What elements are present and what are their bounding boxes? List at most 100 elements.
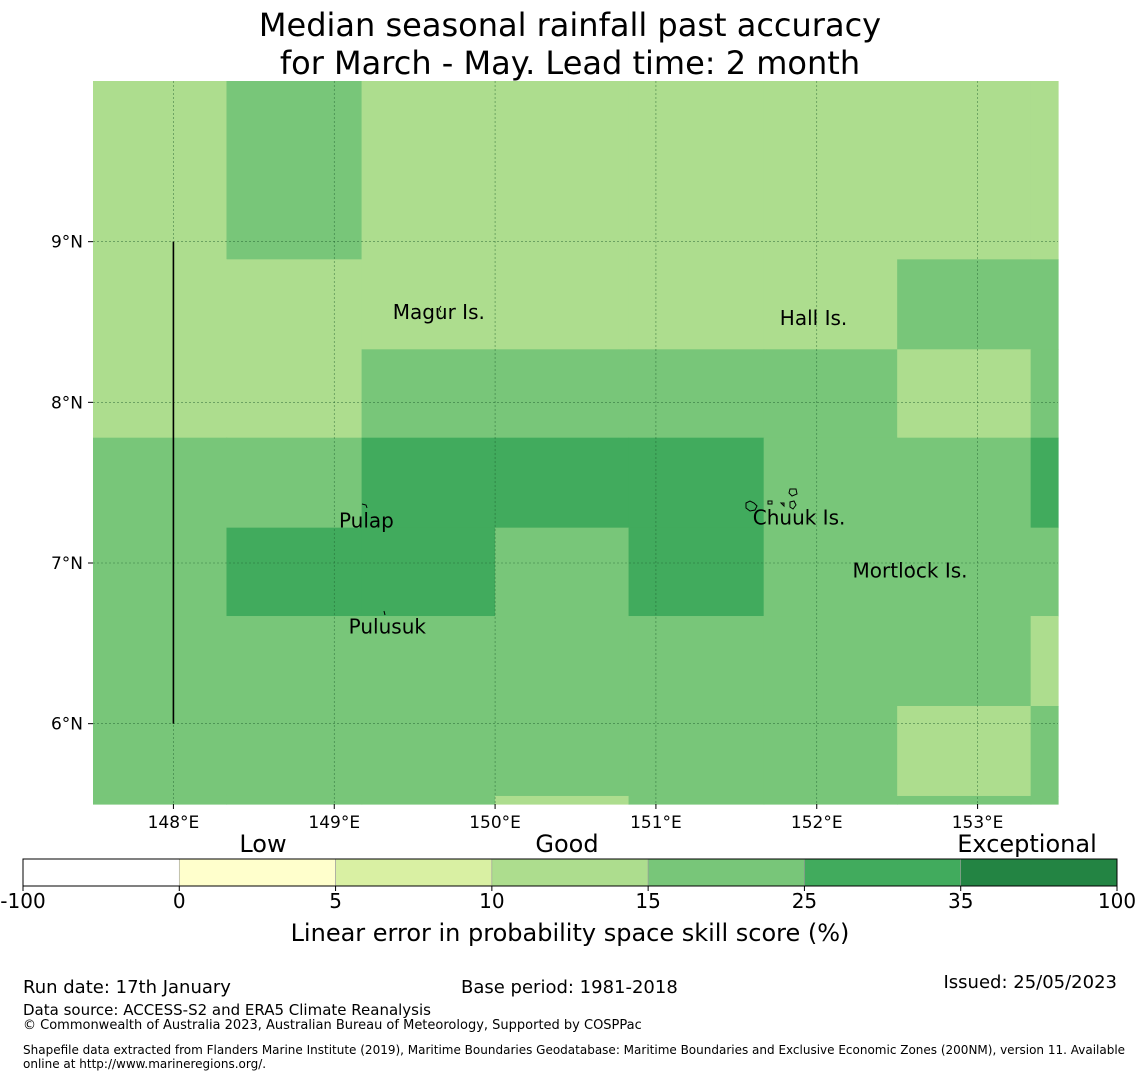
island-outline xyxy=(745,500,758,512)
grid-cell xyxy=(93,81,228,260)
grid-cell xyxy=(763,527,898,617)
grid-cell xyxy=(361,81,496,260)
grid-cell xyxy=(1030,259,1059,350)
lon-tick-label: 153°E xyxy=(952,813,1004,833)
island-outline xyxy=(438,305,442,313)
grid-cell xyxy=(495,705,630,797)
place-label: Pulap xyxy=(339,509,394,533)
grid-cell xyxy=(495,259,630,350)
grid-cell xyxy=(495,81,630,260)
grid-cell xyxy=(763,705,898,797)
grid-cell xyxy=(628,616,765,707)
colorbar-axis-label: Linear error in probability space skill … xyxy=(291,919,850,947)
shapefile-credit-line2: online at http://www.marineregions.org/. xyxy=(23,1057,267,1071)
lon-tick-label: 148°E xyxy=(148,813,200,833)
lat-tick-label: 6°N xyxy=(51,715,83,735)
place-label: Mortlock Is. xyxy=(853,558,968,582)
colorbar-swatch xyxy=(647,858,805,887)
grid-cell xyxy=(226,527,363,617)
grid-cell xyxy=(1030,81,1059,260)
grid-cell xyxy=(628,81,765,260)
island-outline xyxy=(383,610,386,616)
grid-cell xyxy=(897,795,1032,805)
grid-cell xyxy=(897,349,1032,439)
colorbar-category-label: Good xyxy=(535,830,598,858)
colorbar: -100 0 5 10 15 25 35 100 Low Good Exceptional Linea… xyxy=(0,830,1136,947)
colorbar-tick-label: 100 xyxy=(1098,889,1136,913)
grid-cell xyxy=(495,437,630,529)
grid-cell xyxy=(361,705,496,797)
lon-tick-label: 152°E xyxy=(791,813,843,833)
shapefile-credit-line1: Shapefile data extracted from Flanders M… xyxy=(23,1043,1126,1057)
grid-cell xyxy=(763,437,898,529)
grid-cell xyxy=(93,527,228,617)
grid-cell xyxy=(93,705,228,797)
grid-cell xyxy=(93,616,228,707)
skill-grid xyxy=(93,81,1059,805)
grid-cell xyxy=(93,349,228,439)
grid-cell xyxy=(628,705,765,797)
base-period: Base period: 1981-2018 xyxy=(461,977,678,998)
grid-cell xyxy=(897,259,1032,350)
grid-cell xyxy=(1030,349,1059,439)
grid-cell xyxy=(628,349,765,439)
grid-cell xyxy=(495,527,630,617)
grid-cell xyxy=(361,437,496,529)
colorbar-category-label: Exceptional xyxy=(957,830,1097,858)
colorbar-tick-label: -100 xyxy=(0,889,45,913)
grid-cell xyxy=(1030,705,1059,797)
island-outline xyxy=(767,500,773,505)
colorbar-tick-label: 25 xyxy=(792,889,817,913)
lon-tick-label: 149°E xyxy=(308,813,360,833)
data-source: Data source: ACCESS-S2 and ERA5 Climate … xyxy=(23,1001,431,1019)
colorbar-swatch xyxy=(22,858,180,887)
grid-cell xyxy=(226,349,363,439)
grid-cell xyxy=(495,349,630,439)
island-outline xyxy=(361,503,368,509)
grid-cell xyxy=(361,527,496,617)
colorbar-tick-label: 0 xyxy=(173,889,186,913)
grid-cell xyxy=(628,259,765,350)
colorbar-swatch xyxy=(178,858,336,887)
skill-score-map: Magur Is. Hall Is. Pulap Chuuk Is. Mortlock … xyxy=(0,81,1136,947)
island-outline xyxy=(910,564,914,569)
grid-cell xyxy=(226,705,363,797)
lat-tick-label: 9°N xyxy=(51,233,83,253)
grid-cell xyxy=(763,349,898,439)
grid-cell xyxy=(226,437,363,529)
grid-cell xyxy=(361,795,496,805)
grid-cell xyxy=(226,795,363,805)
island-outline xyxy=(788,488,798,497)
grid-cell xyxy=(93,259,228,350)
place-label: Chuuk Is. xyxy=(753,505,846,529)
grid-cell xyxy=(1030,616,1059,707)
grid-cell xyxy=(93,437,228,529)
colorbar-tick-label: 5 xyxy=(329,889,342,913)
colorbar-swatch xyxy=(960,858,1118,887)
grid-cell xyxy=(897,81,1032,260)
map-overlay: Magur Is. Hall Is. Pulap Chuuk Is. Mortlock … xyxy=(172,241,968,724)
grid-cell xyxy=(897,437,1032,529)
grid-cell xyxy=(361,259,496,350)
copyright: © Commonwealth of Australia 2023, Austra… xyxy=(23,1018,642,1033)
grid-cell xyxy=(226,81,363,260)
colorbar-frame xyxy=(22,858,1118,887)
grid-cell xyxy=(897,705,1032,797)
grid-cell xyxy=(226,259,363,350)
grid-cell xyxy=(1030,527,1059,617)
chart-title-line1: Median seasonal rainfall past accuracy xyxy=(258,6,882,44)
run-date: Run date: 17th January xyxy=(23,977,231,998)
colorbar-tick-label: 35 xyxy=(948,889,973,913)
grid-cell xyxy=(495,795,630,805)
place-label: Hall Is. xyxy=(780,306,847,330)
grid-cell xyxy=(628,527,765,617)
map-axes: 148°E 149°E 150°E 151°E 152°E 153°E 9°N 8°N 7°N 6… xyxy=(51,233,1003,833)
lat-tick-label: 7°N xyxy=(51,554,83,574)
grid-cell xyxy=(1030,437,1059,529)
grid-cell xyxy=(897,616,1032,707)
colorbar-swatch xyxy=(491,858,649,887)
island-outline xyxy=(789,500,797,510)
graticule xyxy=(93,81,1058,804)
colorbar-tick-label: 10 xyxy=(479,889,504,913)
grid-cell xyxy=(628,437,765,529)
